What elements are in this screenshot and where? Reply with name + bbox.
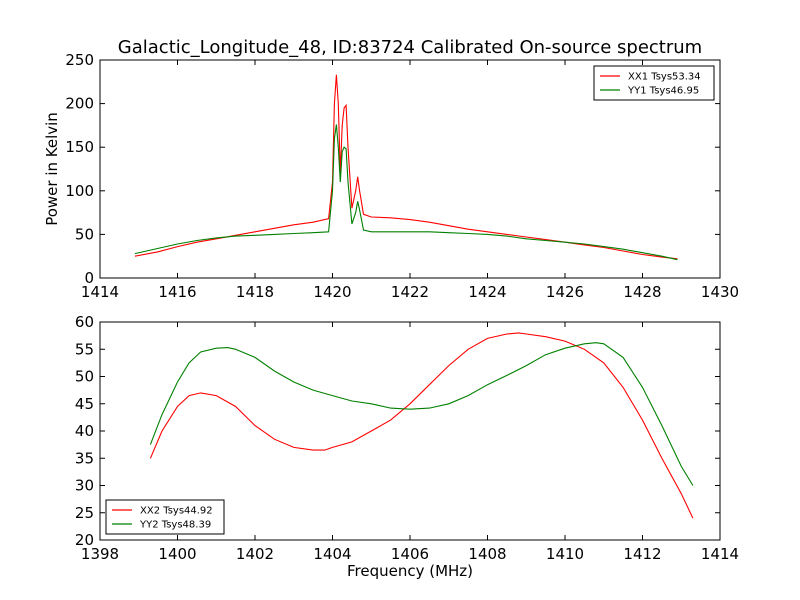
x-tick-label: 1404 <box>313 545 351 563</box>
y-tick-label: 55 <box>75 340 94 358</box>
x-axis-label: Frequency (MHz) <box>347 562 473 580</box>
x-tick-label: 1410 <box>546 545 584 563</box>
x-tick-label: 1400 <box>158 545 196 563</box>
chart-title: Galactic_Longitude_48, ID:83724 Calibrat… <box>118 37 702 58</box>
x-tick-label: 1402 <box>236 545 274 563</box>
y-tick-label: 50 <box>75 368 94 386</box>
legend-entry: YY1 Tsys46.95 <box>627 86 699 97</box>
x-tick-label: 1422 <box>391 283 429 301</box>
top-panel: 1414 1416 1418 1420 1422 1424 1426 1428 1430 0 50 1… <box>43 51 739 301</box>
y-tick-label: 200 <box>65 95 94 113</box>
y-tick-label: 45 <box>75 395 94 413</box>
y-axis-label: Power in Kelvin <box>43 112 61 226</box>
series-line-2 <box>149 342 694 486</box>
y-tick-label: 20 <box>75 531 94 549</box>
y-tick-label: 0 <box>84 269 94 287</box>
x-tick-label: 1412 <box>623 545 661 563</box>
series-line-1 <box>134 74 678 260</box>
x-tick-label: 1416 <box>158 283 196 301</box>
legend-box <box>593 65 715 101</box>
legend-entry: XX2 Tsys44.92 <box>140 506 213 517</box>
x-tick-label: 1428 <box>623 283 661 301</box>
x-tick-label: 1414 <box>701 545 739 563</box>
x-tick-label: 1424 <box>468 283 506 301</box>
y-tick-label: 50 <box>75 225 94 243</box>
legend: XX2 Tsys44.92 YY2 Tsys48.39 <box>105 499 225 535</box>
bottom-panel: 1398 1400 1402 1404 1406 1408 1410 1412 1414 20 25… <box>75 313 739 580</box>
legend-entry: YY2 Tsys48.39 <box>139 520 211 531</box>
legend-entry: XX1 Tsys53.34 <box>628 72 701 83</box>
x-tick-label: 1398 <box>81 545 119 563</box>
x-tick-label: 1408 <box>468 545 506 563</box>
y-tick-label: 40 <box>75 422 94 440</box>
x-tick-label: 1418 <box>236 283 274 301</box>
series-line-1 <box>149 332 694 519</box>
x-tick-label: 1420 <box>313 283 351 301</box>
y-tick-label: 150 <box>65 138 94 156</box>
legend: XX1 Tsys53.34 YY1 Tsys46.95 <box>593 65 715 101</box>
x-tick-label: 1430 <box>701 283 739 301</box>
y-tick-label: 100 <box>65 182 94 200</box>
y-tick-label: 35 <box>75 449 94 467</box>
y-tick-label: 60 <box>75 313 94 331</box>
legend-box <box>105 499 225 535</box>
series-line-2 <box>134 124 678 261</box>
x-tick-label: 1414 <box>81 283 119 301</box>
y-tick-label: 25 <box>75 504 94 522</box>
y-tick-label: 30 <box>75 477 94 495</box>
y-tick-label: 250 <box>65 51 94 69</box>
x-tick-label: 1426 <box>546 283 584 301</box>
x-tick-label: 1406 <box>391 545 429 563</box>
